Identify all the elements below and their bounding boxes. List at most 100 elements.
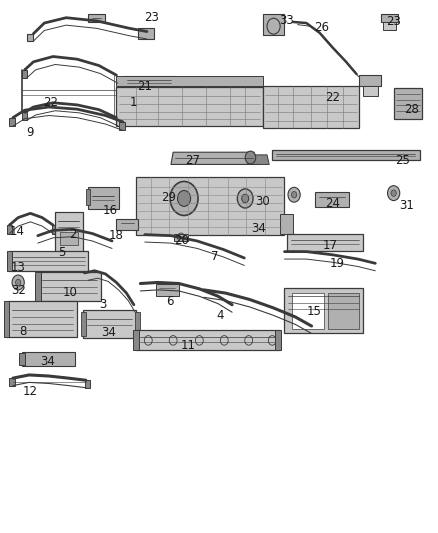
- Text: 7: 7: [211, 251, 219, 263]
- Polygon shape: [120, 122, 125, 131]
- Text: 20: 20: [174, 235, 189, 247]
- Circle shape: [237, 189, 253, 208]
- Polygon shape: [381, 14, 398, 22]
- Polygon shape: [275, 330, 281, 351]
- Text: 26: 26: [314, 21, 329, 34]
- Text: 19: 19: [329, 257, 344, 270]
- Polygon shape: [88, 187, 119, 209]
- Polygon shape: [117, 219, 138, 230]
- Text: 17: 17: [323, 239, 338, 252]
- Text: 8: 8: [20, 325, 27, 338]
- Text: 22: 22: [325, 91, 340, 104]
- Polygon shape: [292, 293, 324, 329]
- Circle shape: [245, 151, 256, 164]
- Circle shape: [242, 194, 249, 203]
- Text: 33: 33: [279, 14, 294, 27]
- Polygon shape: [7, 301, 77, 337]
- Polygon shape: [117, 76, 263, 86]
- Text: 32: 32: [11, 284, 25, 297]
- Polygon shape: [86, 189, 90, 205]
- Text: 25: 25: [395, 154, 410, 167]
- Circle shape: [177, 190, 191, 206]
- Polygon shape: [10, 118, 14, 126]
- Text: 34: 34: [102, 326, 117, 340]
- Polygon shape: [272, 150, 420, 160]
- Polygon shape: [284, 288, 363, 333]
- Circle shape: [388, 185, 400, 200]
- Circle shape: [391, 190, 396, 196]
- Text: 1: 1: [130, 96, 138, 109]
- Polygon shape: [38, 272, 101, 301]
- Text: 11: 11: [181, 338, 196, 352]
- Polygon shape: [138, 28, 153, 39]
- Polygon shape: [7, 225, 12, 233]
- Polygon shape: [171, 152, 258, 165]
- Polygon shape: [315, 192, 349, 207]
- Text: 27: 27: [185, 154, 200, 167]
- Polygon shape: [359, 75, 381, 86]
- Polygon shape: [394, 88, 422, 119]
- Polygon shape: [328, 293, 359, 329]
- Text: 4: 4: [216, 309, 224, 322]
- Polygon shape: [155, 284, 179, 296]
- Text: 23: 23: [144, 11, 159, 24]
- Polygon shape: [263, 14, 285, 35]
- Text: 28: 28: [404, 103, 419, 116]
- Circle shape: [170, 181, 198, 215]
- Text: 6: 6: [166, 295, 174, 308]
- Polygon shape: [117, 87, 263, 126]
- Text: 22: 22: [43, 96, 58, 109]
- Polygon shape: [136, 330, 280, 351]
- Polygon shape: [263, 86, 359, 128]
- Text: 2: 2: [69, 228, 77, 241]
- Text: 14: 14: [10, 225, 25, 238]
- Text: 23: 23: [386, 15, 401, 28]
- Circle shape: [15, 279, 21, 286]
- Text: 10: 10: [63, 286, 78, 298]
- Polygon shape: [7, 251, 12, 271]
- Polygon shape: [52, 225, 57, 233]
- Polygon shape: [85, 380, 90, 387]
- Polygon shape: [21, 352, 75, 367]
- Polygon shape: [287, 233, 363, 251]
- Circle shape: [288, 187, 300, 202]
- Text: 18: 18: [109, 229, 124, 242]
- Text: 3: 3: [99, 298, 107, 311]
- Circle shape: [291, 191, 297, 198]
- Text: 5: 5: [58, 246, 66, 259]
- Polygon shape: [4, 301, 10, 337]
- Polygon shape: [383, 22, 396, 30]
- Polygon shape: [133, 330, 139, 351]
- Text: 31: 31: [399, 199, 414, 212]
- Polygon shape: [10, 378, 14, 385]
- Text: 21: 21: [137, 80, 152, 93]
- Text: 34: 34: [251, 222, 266, 235]
- Text: 34: 34: [40, 354, 55, 368]
- Polygon shape: [10, 251, 88, 271]
- Polygon shape: [280, 214, 293, 233]
- Polygon shape: [136, 177, 285, 235]
- Text: 30: 30: [255, 195, 270, 208]
- Circle shape: [12, 275, 24, 290]
- Polygon shape: [21, 70, 27, 78]
- Text: 24: 24: [325, 197, 340, 211]
- Polygon shape: [55, 212, 83, 252]
- Polygon shape: [81, 312, 86, 336]
- Polygon shape: [35, 272, 41, 301]
- Polygon shape: [123, 76, 175, 87]
- Polygon shape: [83, 310, 136, 338]
- Polygon shape: [174, 233, 187, 241]
- Polygon shape: [60, 232, 78, 245]
- Text: 12: 12: [23, 385, 38, 398]
- Text: 13: 13: [11, 261, 25, 274]
- Text: 9: 9: [27, 126, 34, 139]
- Polygon shape: [27, 34, 33, 41]
- Text: 15: 15: [307, 305, 321, 318]
- Polygon shape: [135, 312, 140, 336]
- Polygon shape: [88, 14, 106, 22]
- Polygon shape: [19, 353, 25, 366]
- Polygon shape: [247, 155, 269, 165]
- Polygon shape: [21, 112, 27, 120]
- Text: 29: 29: [161, 191, 176, 204]
- Text: 16: 16: [102, 204, 117, 217]
